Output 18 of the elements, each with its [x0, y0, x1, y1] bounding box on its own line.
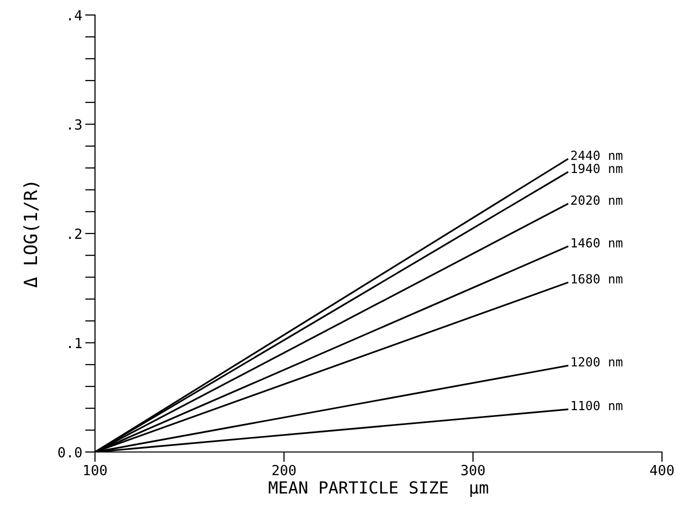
series-label: 1460 nm [572, 238, 622, 248]
x-axis-title: MEAN PARTICLE SIZE μm [268, 481, 488, 498]
y-tick-label: .2 [69, 228, 82, 239]
y-tick-label: .3 [69, 119, 82, 130]
x-tick-label: 100 [84, 464, 107, 476]
x-tick-label: 400 [650, 464, 674, 476]
series-label: 2440 nm [571, 150, 622, 160]
series-label: 1680 nm [572, 274, 622, 284]
series-label: 2020 nm [571, 195, 622, 205]
y-tick-label: 0.0 [58, 447, 82, 458]
y-tick-label: .4 [69, 10, 82, 20]
series-label: 1940 nm [572, 164, 622, 174]
series-label: 1200 nm [572, 357, 622, 367]
series-label: 1100 nm [572, 400, 622, 410]
y-axis-title: Δ LOG(1/R) [23, 182, 40, 288]
x-tick-label: 300 [461, 464, 485, 476]
x-tick-label: 200 [272, 464, 296, 476]
y-tick-label: .1 [69, 338, 82, 348]
